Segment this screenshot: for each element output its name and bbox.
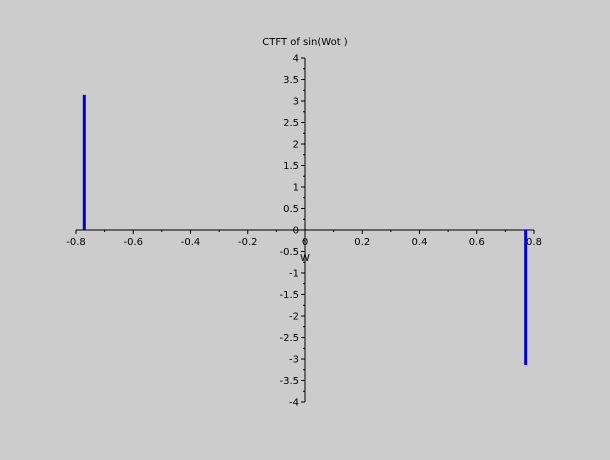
x-tick-label: -0.2 (238, 237, 258, 248)
y-tick-label: 2.5 (283, 118, 299, 129)
y-tick-label: 0 (293, 226, 299, 237)
x-tick-label: 0.2 (354, 237, 370, 248)
y-tick-label: -4 (289, 398, 299, 409)
y-tick-label: 3 (293, 97, 299, 108)
y-tick-label: 1 (293, 183, 299, 194)
data-stems (82, 94, 528, 366)
x-tick-label: -0.8 (66, 237, 86, 248)
x-tick-label: 0.8 (526, 237, 542, 248)
y-tick-label: -2 (289, 312, 299, 323)
y-tick-label: -3 (289, 355, 299, 366)
x-axis-label: W (300, 253, 310, 264)
y-tick-label: 1.5 (283, 161, 299, 172)
y-tick-label: 2 (293, 140, 299, 151)
x-tick-label: 0.6 (469, 237, 485, 248)
chart-title: CTFT of sin(Wot ) (262, 37, 348, 48)
x-ticks: -0.8 -0.6 -0.4 -0.2 0 0.2 0.4 0.6 0.8 (66, 230, 542, 248)
y-tick-label: -3.5 (279, 376, 299, 387)
y-tick-label: -1.5 (279, 290, 299, 301)
y-tick-label: -2.5 (279, 333, 299, 344)
x-tick-label: 0 (302, 237, 308, 248)
x-tick-label: -0.6 (123, 237, 143, 248)
y-ticks: 43.532.521.510.50-0.5-1-1.5-2-2.5-3-3.5-… (279, 54, 305, 409)
y-tick-label: -0.5 (279, 247, 299, 258)
y-tick-label: 4 (293, 54, 299, 65)
y-tick-label: 3.5 (283, 75, 299, 86)
y-tick-label: 0.5 (283, 204, 299, 215)
x-tick-label: 0.4 (412, 237, 428, 248)
x-tick-label: -0.4 (181, 237, 201, 248)
y-tick-label: -1 (289, 269, 299, 280)
